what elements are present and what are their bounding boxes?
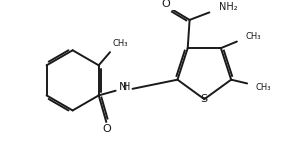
Text: CH₃: CH₃ bbox=[245, 32, 261, 41]
Text: O: O bbox=[162, 0, 171, 9]
Text: NH₂: NH₂ bbox=[219, 2, 237, 12]
Text: N: N bbox=[119, 82, 127, 92]
Text: CH₃: CH₃ bbox=[256, 83, 271, 92]
Text: H: H bbox=[123, 82, 131, 92]
Text: O: O bbox=[103, 124, 112, 134]
Text: CH₃: CH₃ bbox=[113, 39, 128, 48]
Text: S: S bbox=[201, 94, 208, 104]
